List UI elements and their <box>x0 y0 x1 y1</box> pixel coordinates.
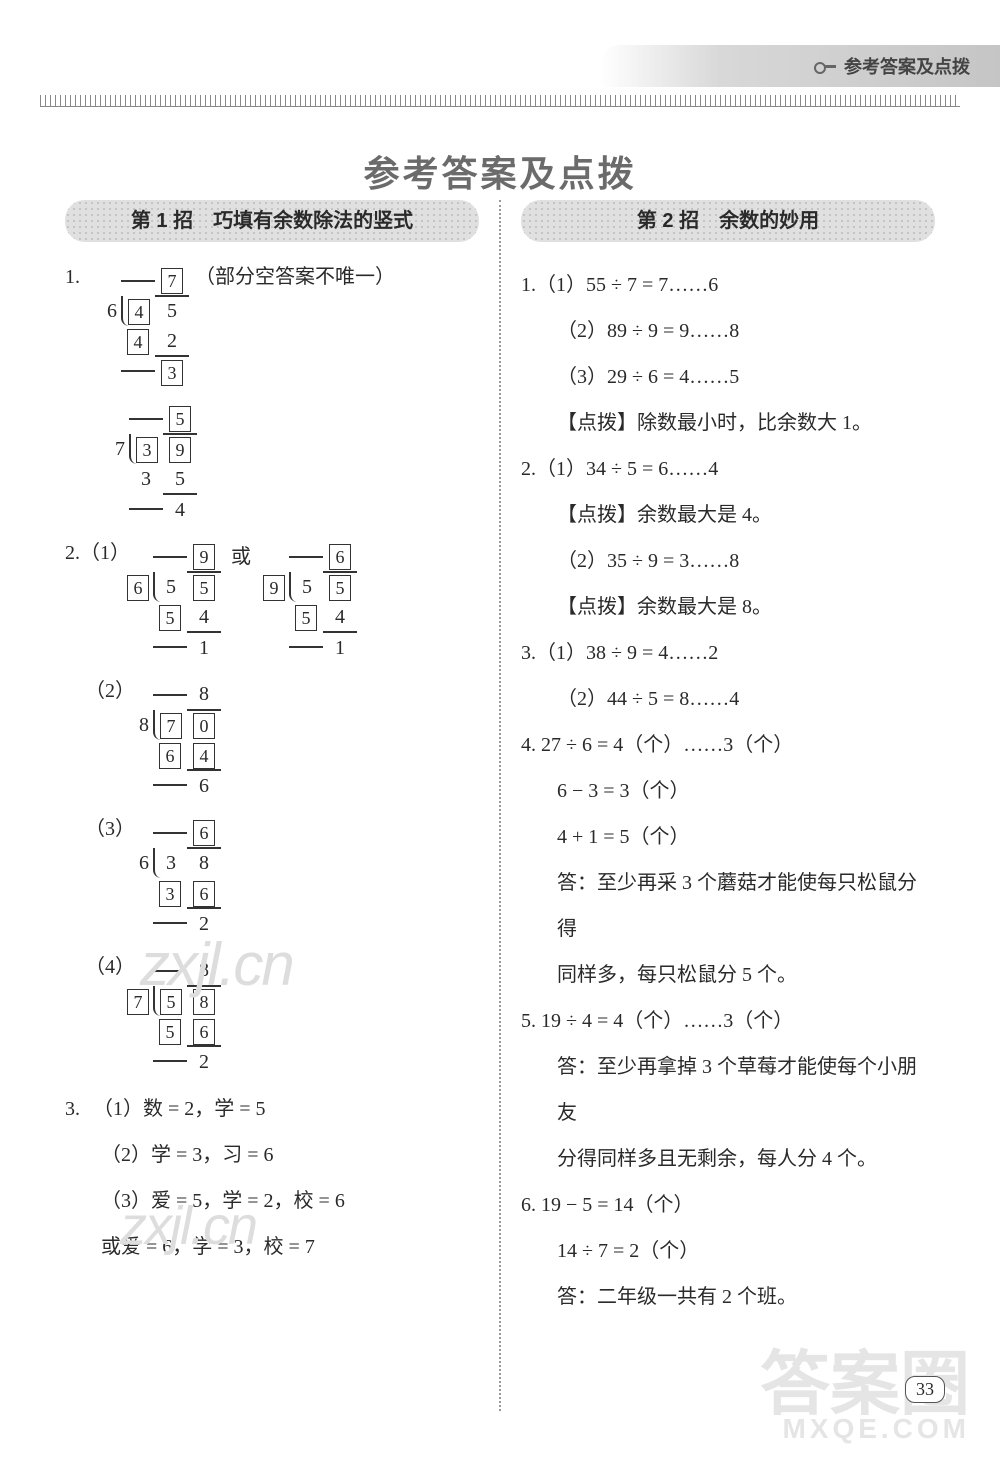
q2-3-num: （3） <box>65 814 125 844</box>
watermark-big-sub: MXQE.COM <box>760 1416 970 1441</box>
q3-3: （3）爱 = 5，学 = 2，校 = 6 <box>65 1186 479 1216</box>
left-column: 第 1 招 巧填有余数除法的竖式 1. 7645423 （部分空答案不唯一） 5… <box>50 200 494 1411</box>
answer-line: 答：至少再采 3 个蘑菇才能使每只松鼠分得 <box>521 860 935 952</box>
q3-line: 3. （1）数 = 2，学 = 5 <box>65 1094 479 1124</box>
q2-2-num: （2） <box>65 676 125 706</box>
q3-3b: 或爱 = 6，学 = 3，校 = 7 <box>65 1232 479 1262</box>
answer-line: 6 − 3 = 3（个） <box>521 768 935 814</box>
long-division-2-1b: 6955541 <box>261 538 357 662</box>
answer-line: 4. 27 ÷ 6 = 4（个）……3（个） <box>521 722 935 768</box>
right-column: 第 2 招 余数的妙用 1.（1）55 ÷ 7 = 7……6（2）89 ÷ 9 … <box>506 200 950 1411</box>
q2-2: （2） 8870646 <box>65 676 479 800</box>
answer-line: 5. 19 ÷ 4 = 4（个）……3（个） <box>521 998 935 1044</box>
long-division-2-4: 8758562 <box>125 952 221 1076</box>
q2-4: （4） 8758562 <box>65 952 479 1076</box>
answer-line: 3.（1）38 ÷ 9 = 4……2 <box>521 630 935 676</box>
q1: 1. 7645423 （部分空答案不唯一） <box>65 262 479 386</box>
answer-line: 【点拨】除数最小时，比余数大 1。 <box>521 400 935 446</box>
answer-line: 分得同样多且无剩余，每人分 4 个。 <box>521 1136 935 1182</box>
answer-line: 答：至少再拿掉 3 个草莓才能使每个小朋友 <box>521 1044 935 1136</box>
q3-1: （1）数 = 2，学 = 5 <box>93 1094 266 1124</box>
key-icon <box>814 60 836 72</box>
section-header-2: 第 2 招 余数的妙用 <box>521 200 935 242</box>
answer-line: （2）35 ÷ 9 = 3……8 <box>521 538 935 584</box>
long-division-2-1a: 9655541 <box>125 538 221 662</box>
right-answers: 1.（1）55 ÷ 7 = 7……6（2）89 ÷ 9 = 9……8（3）29 … <box>521 262 935 1320</box>
q1-note: （部分空答案不唯一） <box>195 262 395 292</box>
q2-or: 或 <box>231 538 251 572</box>
answer-line: 2.（1）34 ÷ 5 = 6……4 <box>521 446 935 492</box>
q3-2: （2）学 = 3，习 = 6 <box>65 1140 479 1170</box>
answer-line: 4 + 1 = 5（个） <box>521 814 935 860</box>
page-title: 参考答案及点拨 <box>0 145 1000 197</box>
answer-line: 答：二年级一共有 2 个班。 <box>521 1274 935 1320</box>
long-division-2-3: 6638362 <box>125 814 221 938</box>
q1-num: 1. <box>65 262 93 292</box>
section-header-1: 第 1 招 巧填有余数除法的竖式 <box>65 200 479 242</box>
header-tab: 参考答案及点拨 <box>600 45 1000 87</box>
answer-line: 【点拨】余数最大是 8。 <box>521 584 935 630</box>
long-division-1b: 5739354 <box>101 404 197 426</box>
long-division-1a: 7645423 <box>93 262 189 386</box>
answer-line: （2）44 ÷ 5 = 8……4 <box>521 676 935 722</box>
q2-1: 2.（1） 9655541 或 6955541 <box>65 538 479 662</box>
answer-line: （2）89 ÷ 9 = 9……8 <box>521 308 935 354</box>
column-divider <box>499 200 501 1411</box>
answer-line: 1.（1）55 ÷ 7 = 7……6 <box>521 262 935 308</box>
q2-4-num: （4） <box>65 952 125 982</box>
header-tab-text: 参考答案及点拨 <box>844 53 970 79</box>
answer-line: 14 ÷ 7 = 2（个） <box>521 1228 935 1274</box>
long-division-2-2: 8870646 <box>125 676 221 800</box>
answer-line: 同样多，每只松鼠分 5 个。 <box>521 952 935 998</box>
answer-line: 【点拨】余数最大是 4。 <box>521 492 935 538</box>
q1b-wrap: 5739354 <box>65 400 479 524</box>
content-area: 第 1 招 巧填有余数除法的竖式 1. 7645423 （部分空答案不唯一） 5… <box>50 200 950 1411</box>
page-number: 33 <box>905 1376 945 1403</box>
answer-line: （3）29 ÷ 6 = 4……5 <box>521 354 935 400</box>
q3: 3. （1）数 = 2，学 = 5 （2）学 = 3，习 = 6 （3）爱 = … <box>65 1094 479 1262</box>
answer-line: 6. 19 − 5 = 14（个） <box>521 1182 935 1228</box>
q2-3: （3） 6638362 <box>65 814 479 938</box>
q2-1-num: 2.（1） <box>65 538 125 568</box>
ruler-decoration <box>40 95 960 107</box>
